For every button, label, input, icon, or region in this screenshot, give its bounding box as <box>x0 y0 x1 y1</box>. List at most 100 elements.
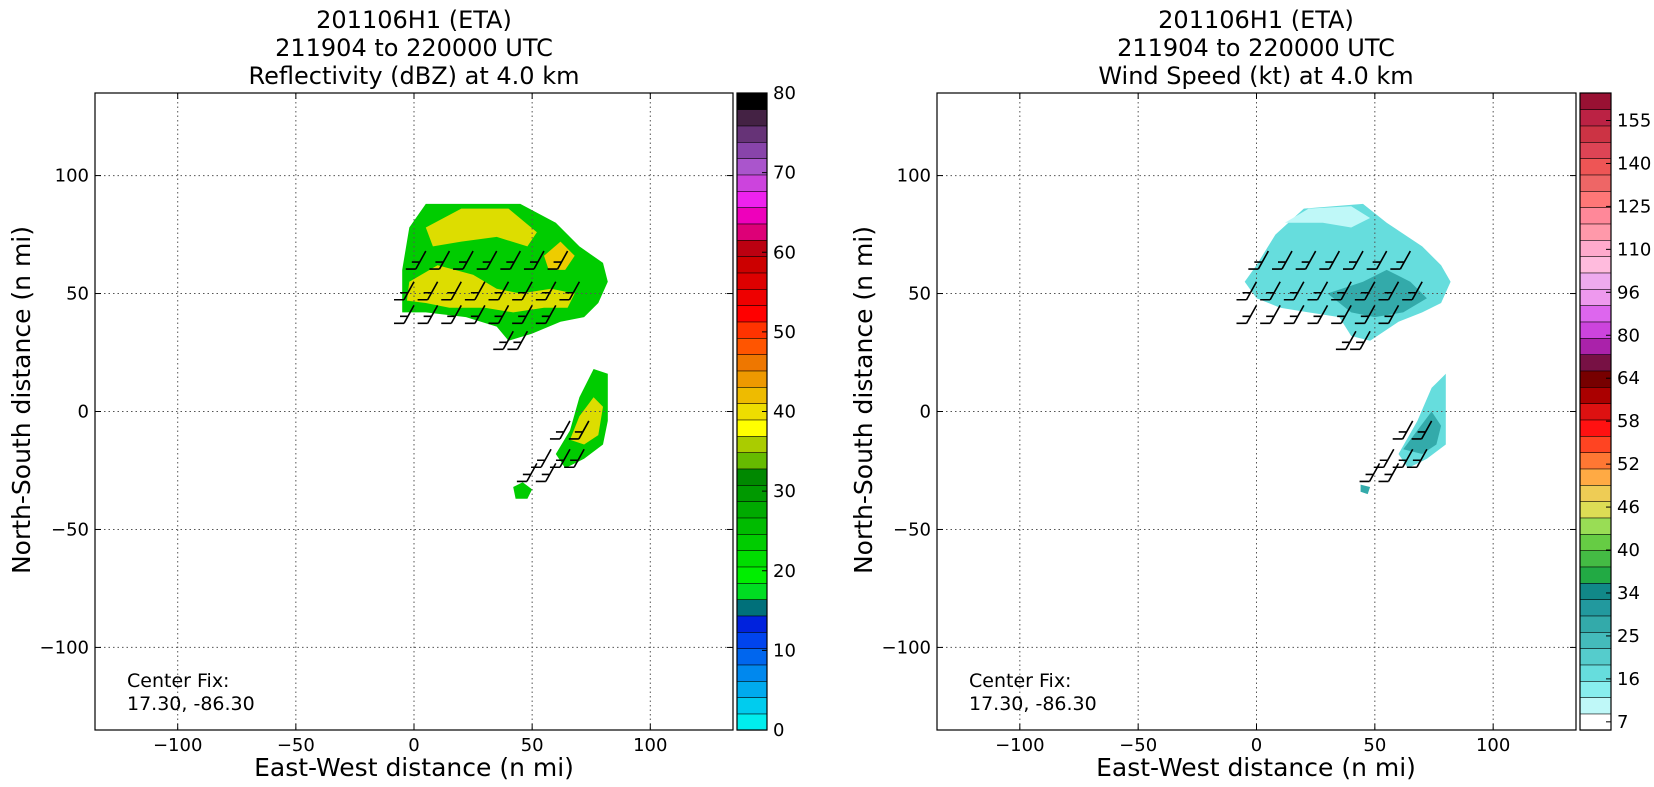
colorbar-segment <box>1579 599 1612 617</box>
colorbar-segment <box>1579 517 1612 535</box>
colorbar-tick-label: 58 <box>1617 411 1640 432</box>
plot-area: −100 −50 0 50 100 −100 −50 0 50 100 <box>40 92 734 756</box>
wind-barb <box>488 281 510 301</box>
colorbar-segment <box>1579 680 1612 698</box>
colorbar-segment <box>736 272 768 290</box>
colorbar-segment <box>1579 158 1612 176</box>
data-field-region <box>425 208 537 247</box>
colorbar-segment <box>1579 141 1612 159</box>
colorbar-tick-label: 155 <box>1617 110 1651 131</box>
colorbar-segment <box>736 599 768 617</box>
wind-barb <box>1335 330 1357 351</box>
colorbar-segment <box>736 419 768 437</box>
colorbar-segment <box>736 468 768 486</box>
chart-title-line-2: 211904 to 220000 UTC <box>1117 34 1395 62</box>
colorbar-segment <box>736 713 768 731</box>
wind-barb <box>417 304 439 325</box>
colorbar-segment <box>736 92 768 110</box>
colorbar-segment <box>1579 370 1612 388</box>
wind-barb <box>531 448 552 469</box>
wind-barb <box>1406 448 1428 469</box>
colorbar-segment <box>1579 321 1612 339</box>
wind-barb <box>488 304 510 325</box>
colorbar-segment <box>736 517 768 535</box>
wind-barb <box>1390 250 1412 270</box>
data-field-region <box>1327 269 1427 318</box>
colorbar-segment <box>736 452 768 470</box>
colorbar-tick-label: 50 <box>773 322 796 343</box>
colorbar-tick-label: 125 <box>1617 196 1651 217</box>
colorbar-tick-label: 46 <box>1617 497 1640 518</box>
colorbar-segment <box>736 223 768 241</box>
chart-title-line-1: 201106H1 (ETA) <box>1158 6 1354 34</box>
colorbar-tick-label: 140 <box>1617 153 1651 174</box>
colorbar-tick-label: 16 <box>1617 669 1640 690</box>
colorbar-segment <box>736 337 768 355</box>
wind-barb <box>441 281 462 301</box>
y-tick-label: 50 <box>908 284 931 305</box>
colorbar-tick-label: 64 <box>1617 368 1640 389</box>
colorbar-segment <box>736 550 768 568</box>
data-field-region <box>406 265 575 313</box>
x-tick-label: 100 <box>1476 735 1510 756</box>
colorbar-tick-label: 80 <box>1617 325 1640 346</box>
colorbar-segment <box>1579 174 1612 192</box>
colorbar-tick-label: 52 <box>1617 454 1640 475</box>
colorbar-segment <box>1579 501 1612 519</box>
colorbar-segment <box>1579 337 1612 355</box>
colorbar-tick-label: 25 <box>1617 626 1640 647</box>
x-tick-label: −50 <box>277 735 315 756</box>
wind-barb <box>1295 250 1317 270</box>
wind-barb <box>1260 304 1281 325</box>
chart-title-line-2: 211904 to 220000 UTC <box>275 34 553 62</box>
colorbar: 0 10 20 30 40 50 60 70 80 <box>736 83 796 741</box>
colorbar-segment <box>736 631 768 649</box>
colorbar-segment <box>1579 386 1612 404</box>
colorbar-segment <box>736 190 768 208</box>
colorbar-segment <box>736 288 768 306</box>
wind-barb <box>405 250 427 270</box>
x-tick-label: 0 <box>408 735 419 756</box>
colorbar-segment <box>1579 697 1612 715</box>
wind-barb <box>516 463 538 483</box>
colorbar-segment <box>1579 435 1612 453</box>
wind-barb-layer <box>1236 250 1433 483</box>
wind-barb <box>394 304 415 325</box>
colorbar-segment <box>1579 109 1612 127</box>
x-tick-label: −50 <box>1119 735 1157 756</box>
colorbar-segment <box>736 435 768 453</box>
wind-barb <box>1392 448 1414 469</box>
colorbar-segment <box>1579 452 1612 470</box>
colorbar-segment <box>736 386 768 404</box>
colorbar-segment <box>1579 533 1612 551</box>
colorbar-segment <box>1579 305 1612 323</box>
y-axis-label: North-South distance (n mi) <box>7 226 36 574</box>
colorbar-segment <box>736 174 768 192</box>
colorbar-tick-label: 60 <box>773 242 796 263</box>
colorbar-segment <box>1579 403 1612 421</box>
wind-barb <box>512 304 533 325</box>
wind-barb <box>1378 281 1400 301</box>
wind-barb <box>564 448 585 469</box>
wind-barb <box>1283 281 1305 301</box>
wind-barb <box>394 281 415 301</box>
colorbar-segment <box>736 125 768 143</box>
wind-barb <box>549 420 571 440</box>
colorbar-segment <box>1579 288 1612 306</box>
colorbar-segment <box>1579 631 1612 649</box>
wind-barb <box>523 250 545 270</box>
colorbar-segment <box>1579 615 1612 633</box>
wind-barb <box>535 281 557 301</box>
x-tick-label: 100 <box>633 735 667 756</box>
wind-barb <box>464 281 486 301</box>
y-tick-label: 50 <box>66 284 89 305</box>
colorbar-segment <box>1579 125 1612 143</box>
wind-barb <box>500 250 522 270</box>
colorbar-segment <box>736 109 768 127</box>
colorbar-tick-label: 10 <box>773 640 796 661</box>
wind-barb <box>1236 304 1258 325</box>
center-fix-value: 17.30, -86.30 <box>127 693 255 715</box>
data-field-layer <box>1244 203 1451 495</box>
y-tick-label: 0 <box>920 402 931 423</box>
colorbar-tick-label: 30 <box>773 481 796 502</box>
